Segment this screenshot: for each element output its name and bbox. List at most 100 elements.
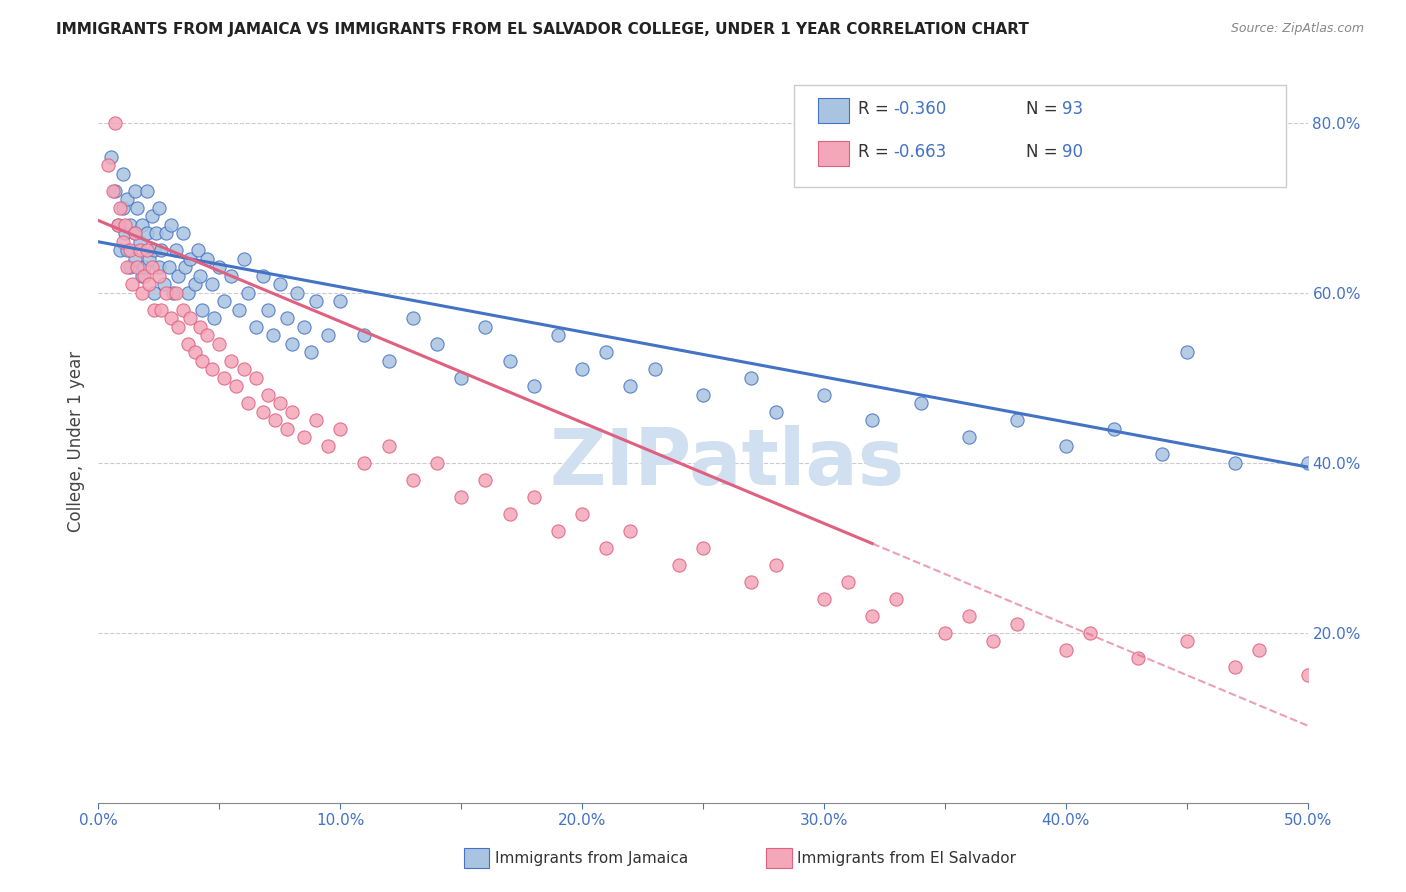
- Point: [692, 541, 714, 555]
- Point: [426, 336, 449, 351]
- Point: [108, 201, 131, 215]
- Point: [1369, 660, 1392, 674]
- Point: [269, 396, 291, 410]
- Point: [148, 201, 170, 215]
- Point: [450, 371, 472, 385]
- Point: [134, 260, 156, 275]
- Point: [118, 218, 141, 232]
- Point: [228, 302, 250, 317]
- Point: [619, 524, 641, 538]
- Point: [523, 490, 546, 504]
- Point: [316, 328, 339, 343]
- Point: [143, 302, 166, 317]
- Point: [264, 413, 287, 427]
- Point: [148, 268, 170, 283]
- Point: [377, 353, 399, 368]
- Point: [221, 268, 243, 283]
- Point: [1175, 345, 1198, 359]
- Point: [148, 260, 170, 275]
- Point: [157, 260, 180, 275]
- Point: [740, 371, 762, 385]
- Point: [1007, 413, 1029, 427]
- Point: [124, 227, 146, 241]
- Point: [118, 244, 141, 258]
- Point: [177, 285, 200, 300]
- Point: [668, 558, 690, 572]
- Point: [957, 430, 980, 444]
- Point: [740, 574, 762, 589]
- Point: [957, 608, 980, 623]
- Point: [276, 422, 298, 436]
- Point: [281, 405, 304, 419]
- Text: Immigrants from Jamaica: Immigrants from Jamaica: [495, 851, 688, 865]
- Point: [1296, 456, 1319, 470]
- Point: [910, 396, 932, 410]
- Text: R =: R =: [858, 100, 894, 118]
- Point: [117, 244, 139, 258]
- Point: [138, 277, 160, 292]
- Point: [135, 184, 157, 198]
- Point: [155, 285, 177, 300]
- Point: [127, 260, 149, 275]
- Point: [131, 285, 153, 300]
- Point: [1054, 642, 1077, 657]
- Point: [127, 201, 149, 215]
- Point: [225, 379, 247, 393]
- Point: [692, 388, 714, 402]
- Point: [305, 294, 328, 309]
- Point: [208, 336, 231, 351]
- Point: [1320, 651, 1343, 665]
- Point: [107, 218, 129, 232]
- Point: [114, 227, 136, 241]
- Point: [837, 574, 859, 589]
- Point: [292, 319, 315, 334]
- Point: [124, 252, 146, 266]
- Point: [118, 260, 141, 275]
- Point: [765, 405, 787, 419]
- Point: [547, 328, 569, 343]
- Point: [131, 218, 153, 232]
- Point: [644, 362, 666, 376]
- Point: [498, 353, 520, 368]
- Point: [245, 319, 267, 334]
- Point: [165, 285, 187, 300]
- Point: [402, 311, 425, 326]
- Point: [1296, 668, 1319, 682]
- Point: [595, 541, 617, 555]
- Point: [1102, 422, 1125, 436]
- Point: [167, 268, 190, 283]
- Point: [160, 218, 183, 232]
- Point: [813, 591, 835, 606]
- Point: [212, 294, 235, 309]
- Point: [121, 277, 143, 292]
- Point: [184, 277, 207, 292]
- Point: [474, 319, 496, 334]
- Point: [201, 362, 224, 376]
- Text: Source: ZipAtlas.com: Source: ZipAtlas.com: [1230, 22, 1364, 36]
- Point: [131, 268, 153, 283]
- Point: [143, 244, 166, 258]
- Point: [128, 235, 150, 249]
- Point: [353, 456, 375, 470]
- Point: [377, 439, 399, 453]
- Point: [195, 252, 218, 266]
- Point: [474, 473, 496, 487]
- Y-axis label: College, Under 1 year: College, Under 1 year: [66, 351, 84, 533]
- Point: [97, 158, 120, 172]
- Point: [208, 260, 231, 275]
- Point: [201, 277, 224, 292]
- Point: [1054, 439, 1077, 453]
- Point: [765, 558, 787, 572]
- Point: [195, 328, 218, 343]
- Point: [188, 319, 211, 334]
- Point: [188, 268, 211, 283]
- Point: [1223, 660, 1246, 674]
- Text: N =: N =: [1026, 100, 1063, 118]
- Point: [571, 507, 593, 521]
- Point: [111, 201, 134, 215]
- Point: [316, 439, 339, 453]
- Point: [117, 260, 139, 275]
- Point: [256, 302, 278, 317]
- Text: ZIPatlas: ZIPatlas: [550, 425, 904, 501]
- Point: [143, 285, 166, 300]
